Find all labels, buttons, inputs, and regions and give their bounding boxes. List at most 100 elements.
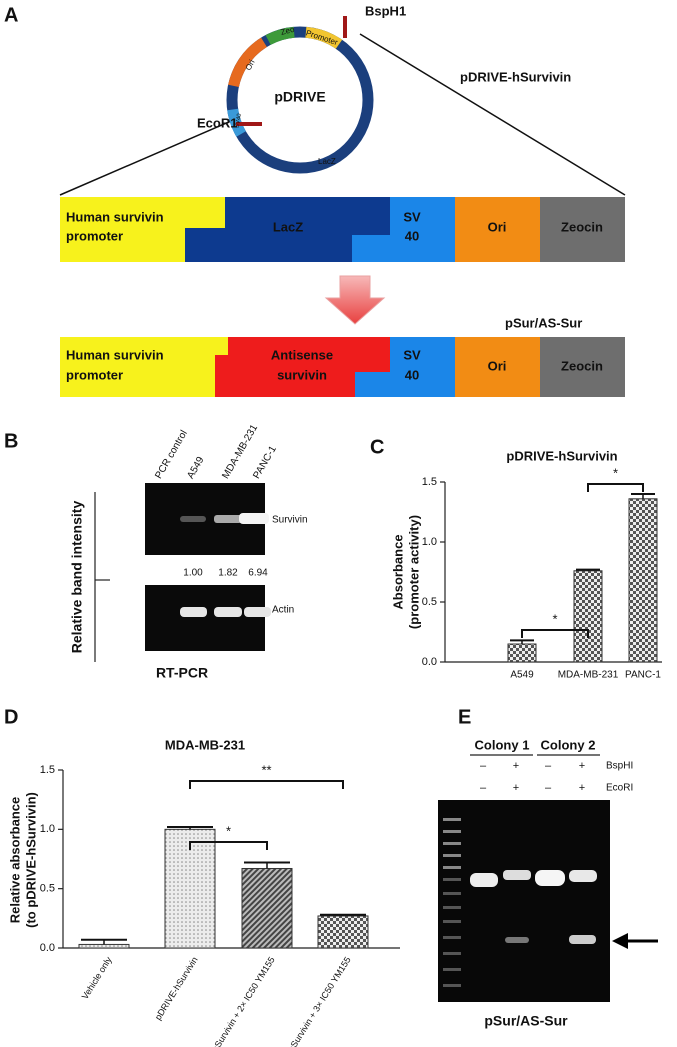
lane-signs: – – + + – – + + (480, 760, 585, 794)
map-label: promoter (66, 367, 123, 382)
gel-band (244, 607, 271, 617)
significance-label: * (226, 823, 231, 838)
axis-label: Relative band intensity (69, 501, 85, 654)
axis-label: Absorbance (390, 534, 405, 609)
map-segment (215, 337, 390, 397)
gel-band (470, 873, 498, 887)
colony-label: Colony 2 (541, 737, 596, 752)
ladder-band (443, 866, 461, 869)
map-label: Zeocin (561, 358, 603, 373)
ladder-band (443, 952, 461, 955)
significance-bracket (521, 629, 589, 638)
enzyme-label: EcoRI (606, 783, 633, 794)
y-tick-label: 1.5 (422, 476, 437, 488)
plasmid-feature (228, 37, 268, 88)
map-label: 40 (405, 228, 419, 243)
significance-label: ** (261, 762, 271, 777)
panel-letter: B (4, 430, 18, 452)
significance-bracket (189, 841, 268, 850)
feature-label: SV40 (235, 112, 244, 128)
map-label: SV (403, 347, 421, 362)
lane-label: PCR control (153, 429, 189, 481)
bar (78, 943, 130, 949)
panel-letter: E (458, 706, 471, 728)
feature-label: LacZ (318, 157, 336, 166)
y-tick-label: 1.0 (422, 536, 437, 548)
ladder-band (443, 878, 461, 881)
y-tick-label: 0.0 (40, 942, 55, 954)
ladder-band (443, 830, 461, 833)
axis-label: Relative absorbance (7, 797, 22, 923)
zoom-line (359, 33, 626, 196)
lane-sign: – (480, 760, 487, 772)
gel-band (535, 870, 565, 886)
gel-band (505, 937, 529, 943)
band-arrow (612, 933, 628, 949)
x-tick-label: pDRIVE-hSurvivin (153, 955, 200, 1022)
map-label: Human survivin (66, 209, 164, 224)
y-tick-label: 1.0 (40, 823, 55, 835)
map-segment (355, 337, 455, 397)
map-segment (352, 197, 455, 262)
map-segment (60, 337, 228, 397)
conversion-arrow (324, 275, 386, 325)
map-segment (455, 197, 540, 262)
zoom-line (59, 117, 239, 196)
bar (241, 867, 293, 949)
lane-label: PANC-1 (251, 444, 279, 481)
significance-bracket (189, 780, 344, 789)
colony-label: Colony 1 (475, 737, 530, 752)
ladder-band (443, 906, 461, 909)
map-label: Ori (488, 358, 507, 373)
ladder-band (443, 854, 461, 857)
ladder-band (443, 984, 461, 987)
chart-title: MDA-MB-231 (165, 737, 245, 752)
feature-label: Zeo (280, 25, 296, 37)
y-tick-label: 1.5 (40, 764, 55, 776)
plasmid-feature (265, 26, 295, 45)
site-label: BspH1 (365, 3, 406, 18)
ladder-band (443, 892, 461, 895)
ladder-band (443, 818, 461, 821)
x-tick-label: MDA-MB-231 (558, 670, 619, 681)
lane-sign: + (513, 782, 519, 794)
chart-title: pDRIVE-hSurvivin (506, 448, 617, 463)
lane-sign: – (545, 760, 552, 772)
gel-caption: pSur/AS-Sur (484, 1013, 568, 1029)
gel-band (569, 870, 597, 882)
gel-band (180, 516, 206, 522)
map-label: promoter (66, 228, 123, 243)
map-label: SV (403, 209, 421, 224)
band-label: Survivin (272, 515, 308, 526)
gel-band (239, 513, 269, 524)
intensity: 6.94 (248, 568, 268, 579)
intensity: 1.82 (218, 568, 238, 579)
axis-label: (promoter activity) (406, 515, 421, 629)
panel-letter: D (4, 706, 18, 728)
significance-label: * (613, 465, 618, 480)
band-label: Actin (272, 605, 294, 616)
gel-band (214, 515, 242, 523)
bar (507, 643, 537, 663)
intensity: 1.00 (183, 568, 203, 579)
x-tick-label: A549 (510, 670, 534, 681)
x-tick-label: pDRIVE-hSurvivin + 2× IC50 YM155 (191, 955, 277, 1047)
panel-letter: A (4, 4, 18, 26)
bar (628, 498, 658, 663)
x-tick-label: PANC-1 (625, 670, 661, 681)
map-label: Antisense (271, 347, 333, 362)
lane-label: A549 (185, 455, 206, 481)
map-label: Ori (488, 219, 507, 234)
significance-bracket (587, 483, 644, 492)
map-label: Human survivin (66, 347, 164, 362)
enzyme-label: BspHI (606, 761, 633, 772)
map-segment (540, 337, 625, 397)
map-segment (455, 337, 540, 397)
gel-band (503, 870, 531, 880)
product-name: pSur/AS-Sur (505, 315, 582, 330)
gel-band (214, 607, 242, 617)
x-tick-label: pDRIVE-hSurvivin + 3× IC50 YM155 (267, 955, 353, 1047)
gel (145, 585, 265, 651)
